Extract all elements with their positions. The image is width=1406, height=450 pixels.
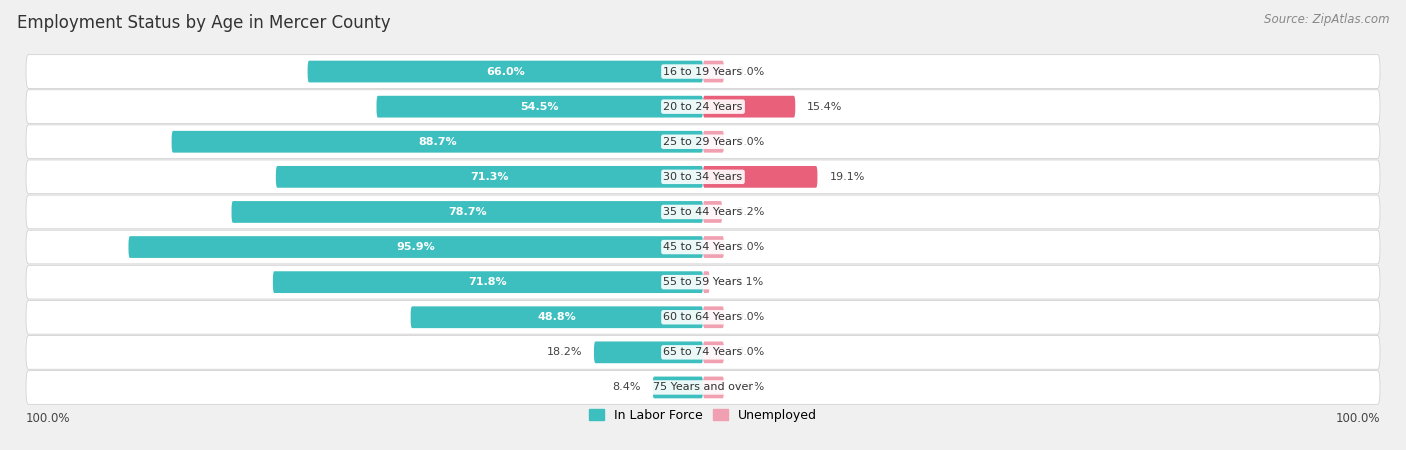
FancyBboxPatch shape: [703, 236, 724, 258]
Text: 60 to 64 Years: 60 to 64 Years: [664, 312, 742, 322]
Text: 71.8%: 71.8%: [468, 277, 508, 287]
Text: 0.0%: 0.0%: [735, 382, 765, 392]
Text: 3.2%: 3.2%: [735, 207, 765, 217]
Text: 0.0%: 0.0%: [735, 137, 765, 147]
Text: 88.7%: 88.7%: [418, 137, 457, 147]
Text: 30 to 34 Years: 30 to 34 Years: [664, 172, 742, 182]
Text: 0.0%: 0.0%: [735, 67, 765, 76]
FancyBboxPatch shape: [703, 377, 724, 398]
FancyBboxPatch shape: [703, 61, 724, 82]
Text: 8.4%: 8.4%: [612, 382, 641, 392]
Text: 78.7%: 78.7%: [449, 207, 486, 217]
FancyBboxPatch shape: [27, 125, 1379, 158]
Text: 0.0%: 0.0%: [735, 242, 765, 252]
FancyBboxPatch shape: [308, 61, 703, 82]
FancyBboxPatch shape: [27, 90, 1379, 123]
Text: 16 to 19 Years: 16 to 19 Years: [664, 67, 742, 76]
FancyBboxPatch shape: [27, 195, 1379, 229]
Legend: In Labor Force, Unemployed: In Labor Force, Unemployed: [583, 404, 823, 427]
Text: 45 to 54 Years: 45 to 54 Years: [664, 242, 742, 252]
Text: 95.9%: 95.9%: [396, 242, 434, 252]
FancyBboxPatch shape: [703, 131, 724, 153]
Text: 25 to 29 Years: 25 to 29 Years: [664, 137, 742, 147]
Text: 71.3%: 71.3%: [470, 172, 509, 182]
Text: 0.0%: 0.0%: [735, 312, 765, 322]
FancyBboxPatch shape: [27, 160, 1379, 194]
Text: 65 to 74 Years: 65 to 74 Years: [664, 347, 742, 357]
FancyBboxPatch shape: [377, 96, 703, 117]
FancyBboxPatch shape: [27, 371, 1379, 404]
Text: 75 Years and over: 75 Years and over: [652, 382, 754, 392]
FancyBboxPatch shape: [703, 342, 724, 363]
FancyBboxPatch shape: [703, 306, 724, 328]
FancyBboxPatch shape: [232, 201, 703, 223]
FancyBboxPatch shape: [703, 271, 710, 293]
Text: 1.1%: 1.1%: [735, 277, 765, 287]
Text: 20 to 24 Years: 20 to 24 Years: [664, 102, 742, 112]
FancyBboxPatch shape: [27, 266, 1379, 299]
Text: 55 to 59 Years: 55 to 59 Years: [664, 277, 742, 287]
Text: 54.5%: 54.5%: [520, 102, 560, 112]
Text: 15.4%: 15.4%: [807, 102, 842, 112]
Text: 35 to 44 Years: 35 to 44 Years: [664, 207, 742, 217]
Text: 48.8%: 48.8%: [537, 312, 576, 322]
FancyBboxPatch shape: [273, 271, 703, 293]
FancyBboxPatch shape: [27, 230, 1379, 264]
FancyBboxPatch shape: [27, 55, 1379, 88]
FancyBboxPatch shape: [276, 166, 703, 188]
Text: Source: ZipAtlas.com: Source: ZipAtlas.com: [1264, 14, 1389, 27]
FancyBboxPatch shape: [703, 96, 796, 117]
FancyBboxPatch shape: [411, 306, 703, 328]
FancyBboxPatch shape: [703, 201, 723, 223]
Text: 0.0%: 0.0%: [735, 347, 765, 357]
FancyBboxPatch shape: [27, 301, 1379, 334]
Text: 100.0%: 100.0%: [27, 412, 70, 425]
Text: Employment Status by Age in Mercer County: Employment Status by Age in Mercer Count…: [17, 14, 391, 32]
Text: 66.0%: 66.0%: [486, 67, 524, 76]
FancyBboxPatch shape: [172, 131, 703, 153]
FancyBboxPatch shape: [27, 336, 1379, 369]
Text: 18.2%: 18.2%: [547, 347, 582, 357]
FancyBboxPatch shape: [128, 236, 703, 258]
Text: 100.0%: 100.0%: [1336, 412, 1379, 425]
FancyBboxPatch shape: [652, 377, 703, 398]
Text: 19.1%: 19.1%: [830, 172, 865, 182]
FancyBboxPatch shape: [593, 342, 703, 363]
FancyBboxPatch shape: [703, 166, 817, 188]
